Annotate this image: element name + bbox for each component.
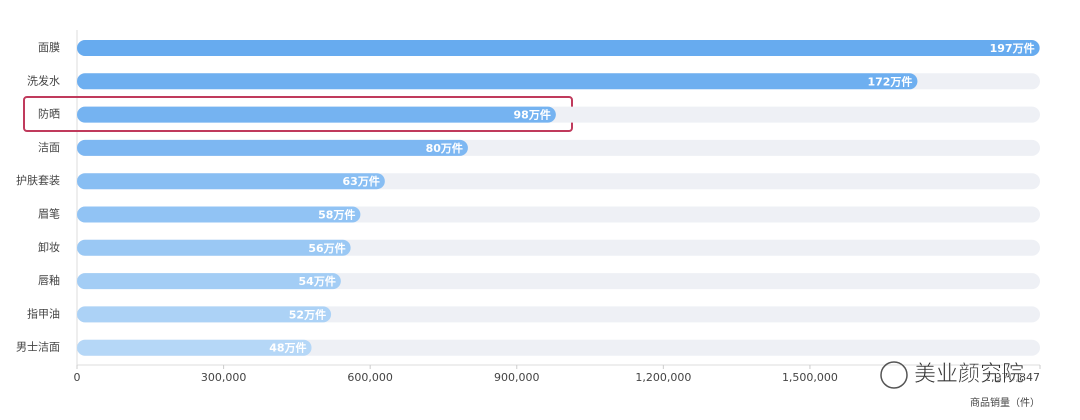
x-tick-label: 0 — [74, 371, 81, 384]
value-label: 63万件 — [343, 174, 380, 188]
bar — [77, 73, 918, 90]
y-tick-label: 眉笔 — [38, 207, 60, 221]
y-tick-label: 指甲油 — [27, 306, 60, 320]
x-tick-label: 900,000 — [494, 371, 540, 384]
bar — [77, 173, 385, 190]
value-label: 48万件 — [269, 341, 306, 355]
value-label: 56万件 — [308, 241, 345, 255]
bar — [77, 306, 332, 323]
value-label: 54万件 — [299, 274, 336, 288]
y-tick-label: 护肤套装 — [16, 173, 60, 187]
y-tick-label: 唇釉 — [38, 273, 60, 287]
y-tick-label: 防晒 — [38, 107, 60, 121]
x-tick-label: 1,500,000 — [782, 371, 838, 384]
value-label: 98万件 — [514, 108, 551, 122]
bar — [77, 40, 1040, 56]
value-label: 52万件 — [289, 307, 326, 321]
x-tick-label: 1,970,847 — [984, 371, 1040, 384]
x-tick-label: 300,000 — [201, 371, 247, 384]
bar — [77, 106, 556, 123]
bar — [77, 206, 361, 223]
y-tick-label: 洁面 — [38, 141, 60, 154]
y-tick-label: 面膜 — [38, 41, 60, 54]
x-axis-title: 商品销量（件） — [970, 396, 1040, 409]
bar-track — [77, 339, 1040, 356]
value-label: 197万件 — [990, 41, 1035, 55]
bar — [77, 339, 312, 356]
watermark: 美业颜究院 — [914, 362, 1024, 387]
y-tick-label: 洗发水 — [27, 73, 60, 87]
y-tick-label: 卸妆 — [38, 240, 60, 254]
value-label: 58万件 — [318, 208, 355, 222]
value-label: 80万件 — [426, 141, 463, 155]
bar — [77, 273, 341, 290]
bar — [77, 239, 351, 256]
bar — [77, 139, 468, 156]
x-tick-label: 600,000 — [347, 371, 393, 384]
value-label: 172万件 — [867, 74, 912, 88]
y-tick-label: 男士洁面 — [16, 341, 60, 354]
x-tick-label: 1,200,000 — [635, 371, 691, 384]
watermark-icon — [880, 361, 908, 389]
